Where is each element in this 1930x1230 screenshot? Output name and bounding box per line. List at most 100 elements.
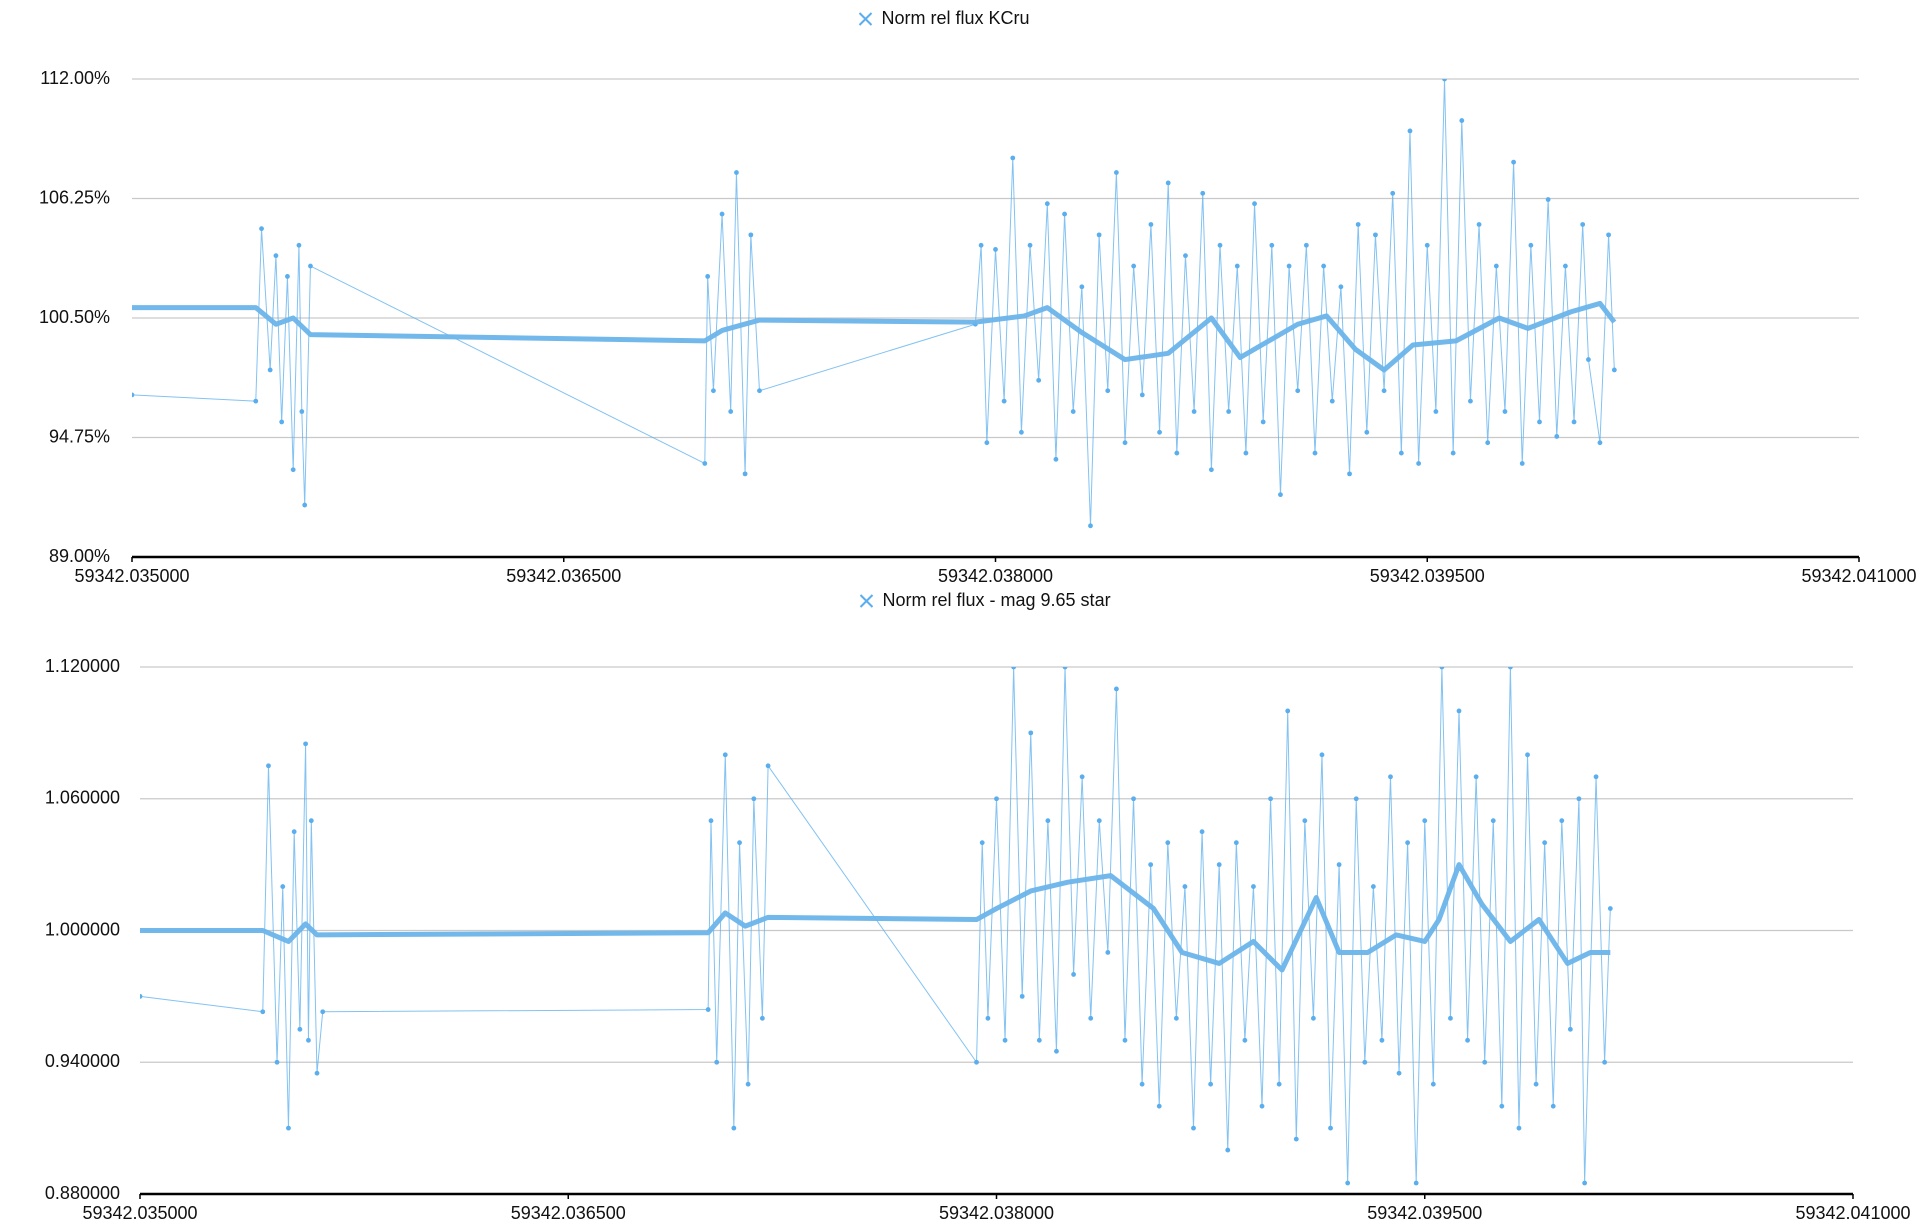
data-point (734, 170, 739, 175)
data-point (1430, 1081, 1436, 1087)
data-point (303, 741, 308, 747)
data-point (291, 829, 297, 835)
data-point (1370, 884, 1376, 889)
data-point (285, 274, 290, 279)
data-point (1044, 201, 1050, 207)
data-point (1053, 456, 1059, 462)
data-point (1268, 796, 1273, 802)
y-tick-label: 1.000000 (45, 919, 120, 939)
data-point (1312, 450, 1318, 456)
legend: Norm rel flux - mag 9.65 star (859, 590, 1111, 610)
data-point (751, 796, 757, 802)
data-point (1233, 840, 1239, 846)
x-tick-label: 59342.035000 (82, 1203, 197, 1223)
data-point (1571, 419, 1577, 425)
data-point (1199, 829, 1205, 835)
data-point (1225, 1147, 1231, 1153)
data-point (1243, 450, 1249, 456)
data-point (259, 226, 264, 232)
data-point (1413, 1180, 1419, 1186)
data-point (1191, 409, 1197, 414)
data-point (1208, 467, 1214, 473)
data-point (1355, 222, 1361, 227)
data-point (279, 419, 285, 425)
data-point (1537, 419, 1542, 425)
legend-label: Norm rel flux KCru (882, 8, 1030, 28)
data-point (1516, 1125, 1522, 1131)
data-point (1459, 118, 1465, 123)
data-point (1088, 1015, 1094, 1021)
data-point (1122, 440, 1128, 446)
data-point (1493, 263, 1499, 269)
legend-marker (858, 12, 873, 26)
y-tick-label: 106.25% (39, 187, 110, 207)
data-point (1165, 180, 1171, 186)
data-point (1567, 1026, 1573, 1032)
data-point (1062, 667, 1068, 670)
data-point (1131, 796, 1136, 802)
data-point (1054, 1048, 1059, 1054)
data-point (302, 502, 308, 508)
data-point (1191, 1125, 1196, 1131)
data-point (1490, 818, 1496, 824)
data-point (742, 471, 748, 477)
data-point (1260, 419, 1266, 425)
data-point (296, 242, 302, 248)
data-point (308, 263, 313, 269)
data-point (1606, 232, 1611, 238)
data-point (1390, 190, 1396, 196)
data-point (1113, 170, 1119, 175)
data-point (1381, 388, 1387, 394)
data-point (1468, 398, 1473, 404)
data-point (1139, 1081, 1145, 1087)
data-point (1388, 774, 1393, 780)
data-point (1456, 708, 1462, 714)
data-point (757, 388, 762, 394)
data-point (1550, 1103, 1556, 1109)
data-point (1122, 1037, 1128, 1043)
data-point (1096, 232, 1102, 238)
data-point (1216, 862, 1222, 868)
data-point (1139, 392, 1145, 398)
y-tick-label: 112.00% (40, 68, 110, 88)
plot-area (132, 79, 1617, 529)
data-point (1071, 972, 1076, 977)
data-point (974, 1059, 979, 1065)
x-tick-label: 59342.038000 (938, 566, 1053, 586)
data-point (993, 247, 998, 252)
data-point (1396, 1070, 1402, 1076)
x-tick-label: 59342.039500 (1370, 566, 1485, 586)
data-point (1424, 242, 1430, 248)
data-point (1036, 377, 1042, 383)
data-point (1002, 1037, 1008, 1043)
data-point (1485, 440, 1491, 446)
data-point (1379, 1037, 1385, 1043)
data-point (994, 796, 999, 802)
data-point (1607, 906, 1613, 911)
data-point (1508, 667, 1513, 670)
data-point (1364, 429, 1370, 435)
data-point (1010, 155, 1016, 161)
data-point (314, 1070, 320, 1076)
data-point (705, 1007, 711, 1012)
data-point (1269, 242, 1275, 248)
data-point (1611, 367, 1617, 373)
data-point (1156, 1103, 1162, 1109)
data-point (1321, 263, 1327, 269)
data-point (1373, 232, 1378, 238)
data-point (1183, 253, 1188, 259)
y-tick-label: 94.75% (49, 426, 110, 446)
data-point (1226, 409, 1232, 414)
data-point (1442, 79, 1447, 82)
x-tick-label: 59342.038000 (939, 1203, 1054, 1223)
data-point (1182, 884, 1188, 889)
data-point (1208, 1081, 1214, 1087)
data-point (1001, 398, 1007, 404)
data-point (702, 461, 708, 466)
data-point (1439, 667, 1445, 670)
data-point (1545, 197, 1551, 202)
data-point (1499, 1103, 1505, 1109)
data-point (1362, 1059, 1368, 1065)
data-point (1070, 409, 1076, 414)
data-point (1311, 1015, 1316, 1021)
